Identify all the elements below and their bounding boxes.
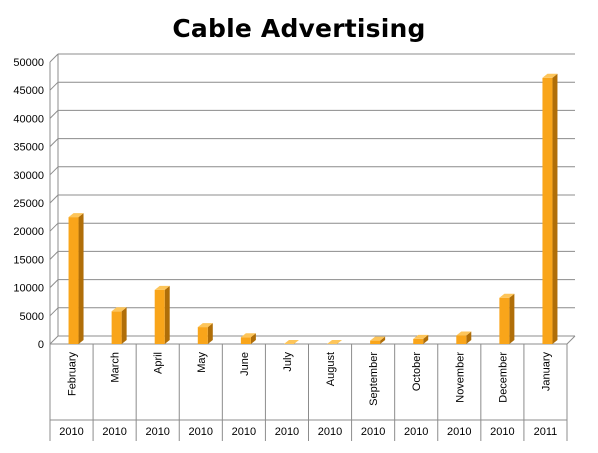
y-tick-label: 30000 <box>13 170 44 182</box>
year-label: 2010 <box>145 426 169 438</box>
bars <box>68 73 558 345</box>
year-label: 2010 <box>59 426 83 438</box>
gridline-side <box>49 251 59 260</box>
bar-side <box>164 285 170 344</box>
y-tick-label: 5000 <box>20 311 44 323</box>
bar-august <box>327 340 343 344</box>
bar-front <box>413 338 424 344</box>
bar-top <box>68 213 84 218</box>
gridline-side <box>49 222 59 232</box>
y-tick-label: 50000 <box>13 57 44 69</box>
category-label: December <box>497 352 509 403</box>
bar-side <box>466 331 472 344</box>
bar-december <box>499 293 515 344</box>
category-label: February <box>67 352 79 397</box>
bar-front <box>111 311 122 344</box>
bar-top <box>111 307 127 312</box>
bar-top <box>197 323 213 328</box>
bar-june <box>240 333 256 344</box>
bar-top <box>456 331 472 336</box>
y-tick-label: 45000 <box>13 85 44 97</box>
gridline-side <box>49 110 59 119</box>
bar-side <box>552 73 558 345</box>
bar-september <box>370 336 386 344</box>
bar-side <box>250 333 256 344</box>
x-axis-categories: February 2010 March 2010 April 2010 May 2010 Jun… <box>59 352 557 438</box>
bar-november <box>456 331 472 344</box>
bar-front <box>456 335 467 344</box>
floor-edge <box>566 335 576 345</box>
category-label: January <box>540 352 552 392</box>
bar-side <box>207 323 213 344</box>
bar-april <box>154 285 170 344</box>
category-label: May <box>196 352 208 373</box>
bar-top <box>154 285 170 290</box>
bar-front <box>68 217 79 344</box>
grid-lines <box>49 53 575 345</box>
year-label: 2010 <box>189 426 213 438</box>
category-label: June <box>239 352 251 376</box>
bar-top <box>370 336 386 341</box>
y-tick-label: 35000 <box>13 142 44 154</box>
year-label: 2011 <box>534 426 558 438</box>
category-label: September <box>368 352 380 406</box>
bar-top <box>327 340 343 344</box>
bar-side <box>380 336 386 344</box>
year-label: 2010 <box>232 426 256 438</box>
y-tick-label: 40000 <box>13 113 44 125</box>
y-tick-label: 20000 <box>13 226 44 238</box>
bar-front <box>197 327 208 344</box>
year-label: 2010 <box>275 426 299 438</box>
bar-february <box>68 213 84 344</box>
bar-july <box>283 340 299 344</box>
chart-title: Cable Advertising <box>172 14 426 43</box>
category-label: August <box>325 352 337 386</box>
y-tick-label: 10000 <box>13 283 44 295</box>
bar-march <box>111 307 127 344</box>
bar-side <box>509 293 515 344</box>
category-label: March <box>110 352 122 383</box>
y-axis-ticks: 0 5000 10000 15000 20000 25000 30000 35000 40000… <box>13 57 44 351</box>
bar-january <box>542 73 558 345</box>
category-label: April <box>153 352 165 374</box>
bar-side <box>78 213 84 344</box>
y-tick-label: 25000 <box>13 198 44 210</box>
bar-front <box>154 289 165 344</box>
category-label: November <box>454 352 466 403</box>
bar-front <box>240 337 251 344</box>
y-tick-label: 15000 <box>13 254 44 266</box>
bar-top <box>283 340 299 344</box>
year-label: 2010 <box>490 426 514 438</box>
gridline-side <box>49 81 59 91</box>
year-label: 2010 <box>318 426 342 438</box>
gridline-side <box>49 53 59 63</box>
bar-front <box>542 77 553 345</box>
category-label: July <box>282 352 294 372</box>
y-tick-label: 0 <box>38 339 44 351</box>
bar-side <box>423 334 429 344</box>
year-label: 2010 <box>447 426 471 438</box>
category-label: October <box>411 352 423 391</box>
bar-october <box>413 334 429 344</box>
gridline-side <box>49 194 59 204</box>
bar-may <box>197 323 213 344</box>
gridline-side <box>49 279 59 288</box>
bar-front <box>499 297 510 344</box>
gridline-side <box>49 166 59 176</box>
bar-top <box>413 334 429 339</box>
bar-side <box>121 307 127 344</box>
bar-top <box>240 333 256 338</box>
bar-front <box>370 340 381 344</box>
year-label: 2010 <box>404 426 428 438</box>
bar-top <box>542 73 558 78</box>
gridline-side <box>49 335 59 345</box>
year-label: 2010 <box>102 426 126 438</box>
axes <box>49 54 576 441</box>
year-label: 2010 <box>361 426 385 438</box>
gridline-side <box>49 138 59 147</box>
bar-top <box>499 293 515 298</box>
gridline-side <box>49 307 59 317</box>
